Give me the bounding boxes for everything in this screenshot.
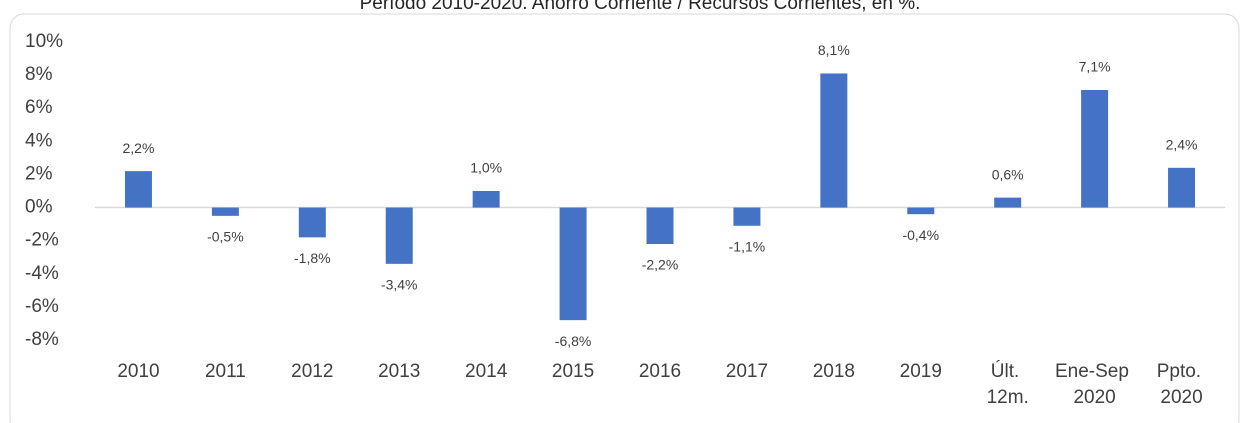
y-tick-label: 0% bbox=[25, 197, 53, 218]
data-label: -0,4% bbox=[902, 227, 939, 243]
x-tick-label: Ppto. 2020 bbox=[1157, 361, 1207, 408]
y-tick-label: 4% bbox=[25, 130, 53, 151]
chart-title: Período 2010-2020. Ahorro Corriente / Re… bbox=[360, 0, 921, 14]
y-tick-label: 6% bbox=[25, 97, 53, 118]
x-tick-label: 2010 bbox=[117, 361, 159, 382]
data-label: -3,4% bbox=[381, 277, 418, 293]
chart-frame bbox=[9, 13, 1240, 423]
x-tick-label: 2019 bbox=[900, 361, 942, 382]
data-label: 2,2% bbox=[123, 140, 155, 156]
y-tick-label: 2% bbox=[25, 163, 53, 184]
y-tick-label: 8% bbox=[25, 64, 53, 85]
bar bbox=[907, 207, 935, 215]
data-label: -0,5% bbox=[207, 229, 244, 245]
bar bbox=[820, 73, 848, 208]
bar bbox=[994, 197, 1022, 208]
bar bbox=[733, 207, 761, 226]
data-label: 1,0% bbox=[470, 160, 502, 176]
x-tick-label: 2011 bbox=[205, 361, 246, 382]
x-tick-label: 2015 bbox=[552, 361, 594, 382]
bar bbox=[472, 191, 500, 208]
data-label: 8,1% bbox=[818, 42, 850, 58]
data-label: 2,4% bbox=[1166, 137, 1198, 153]
bar bbox=[559, 207, 587, 321]
data-label: -6,8% bbox=[555, 333, 592, 349]
data-label: 0,6% bbox=[992, 166, 1024, 182]
y-tick-label: -4% bbox=[25, 263, 59, 284]
bar bbox=[211, 207, 239, 216]
x-tick-label: Últ. 12m. bbox=[987, 360, 1029, 408]
bar bbox=[646, 207, 674, 244]
y-tick-label: 10% bbox=[25, 31, 63, 52]
y-tick-label: -2% bbox=[25, 230, 59, 251]
x-tick-label: Ene-Sep 2020 bbox=[1055, 361, 1134, 408]
data-label: -1,8% bbox=[294, 250, 331, 266]
x-tick-label: 2016 bbox=[639, 361, 681, 382]
bar bbox=[124, 171, 152, 208]
bar bbox=[1081, 90, 1109, 208]
bar bbox=[1168, 167, 1196, 208]
bar bbox=[298, 207, 326, 238]
x-tick-label: 2013 bbox=[378, 361, 420, 382]
bar bbox=[385, 207, 413, 264]
x-tick-label: 2014 bbox=[465, 361, 508, 382]
x-tick-label: 2012 bbox=[291, 361, 333, 382]
y-tick-label: -8% bbox=[25, 329, 59, 350]
y-tick-label: -6% bbox=[25, 296, 59, 317]
data-label: -1,1% bbox=[729, 238, 766, 254]
data-label: -2,2% bbox=[642, 257, 679, 273]
x-tick-label: 2018 bbox=[813, 361, 855, 382]
data-label: 7,1% bbox=[1079, 59, 1111, 75]
x-tick-label: 2017 bbox=[726, 361, 768, 382]
